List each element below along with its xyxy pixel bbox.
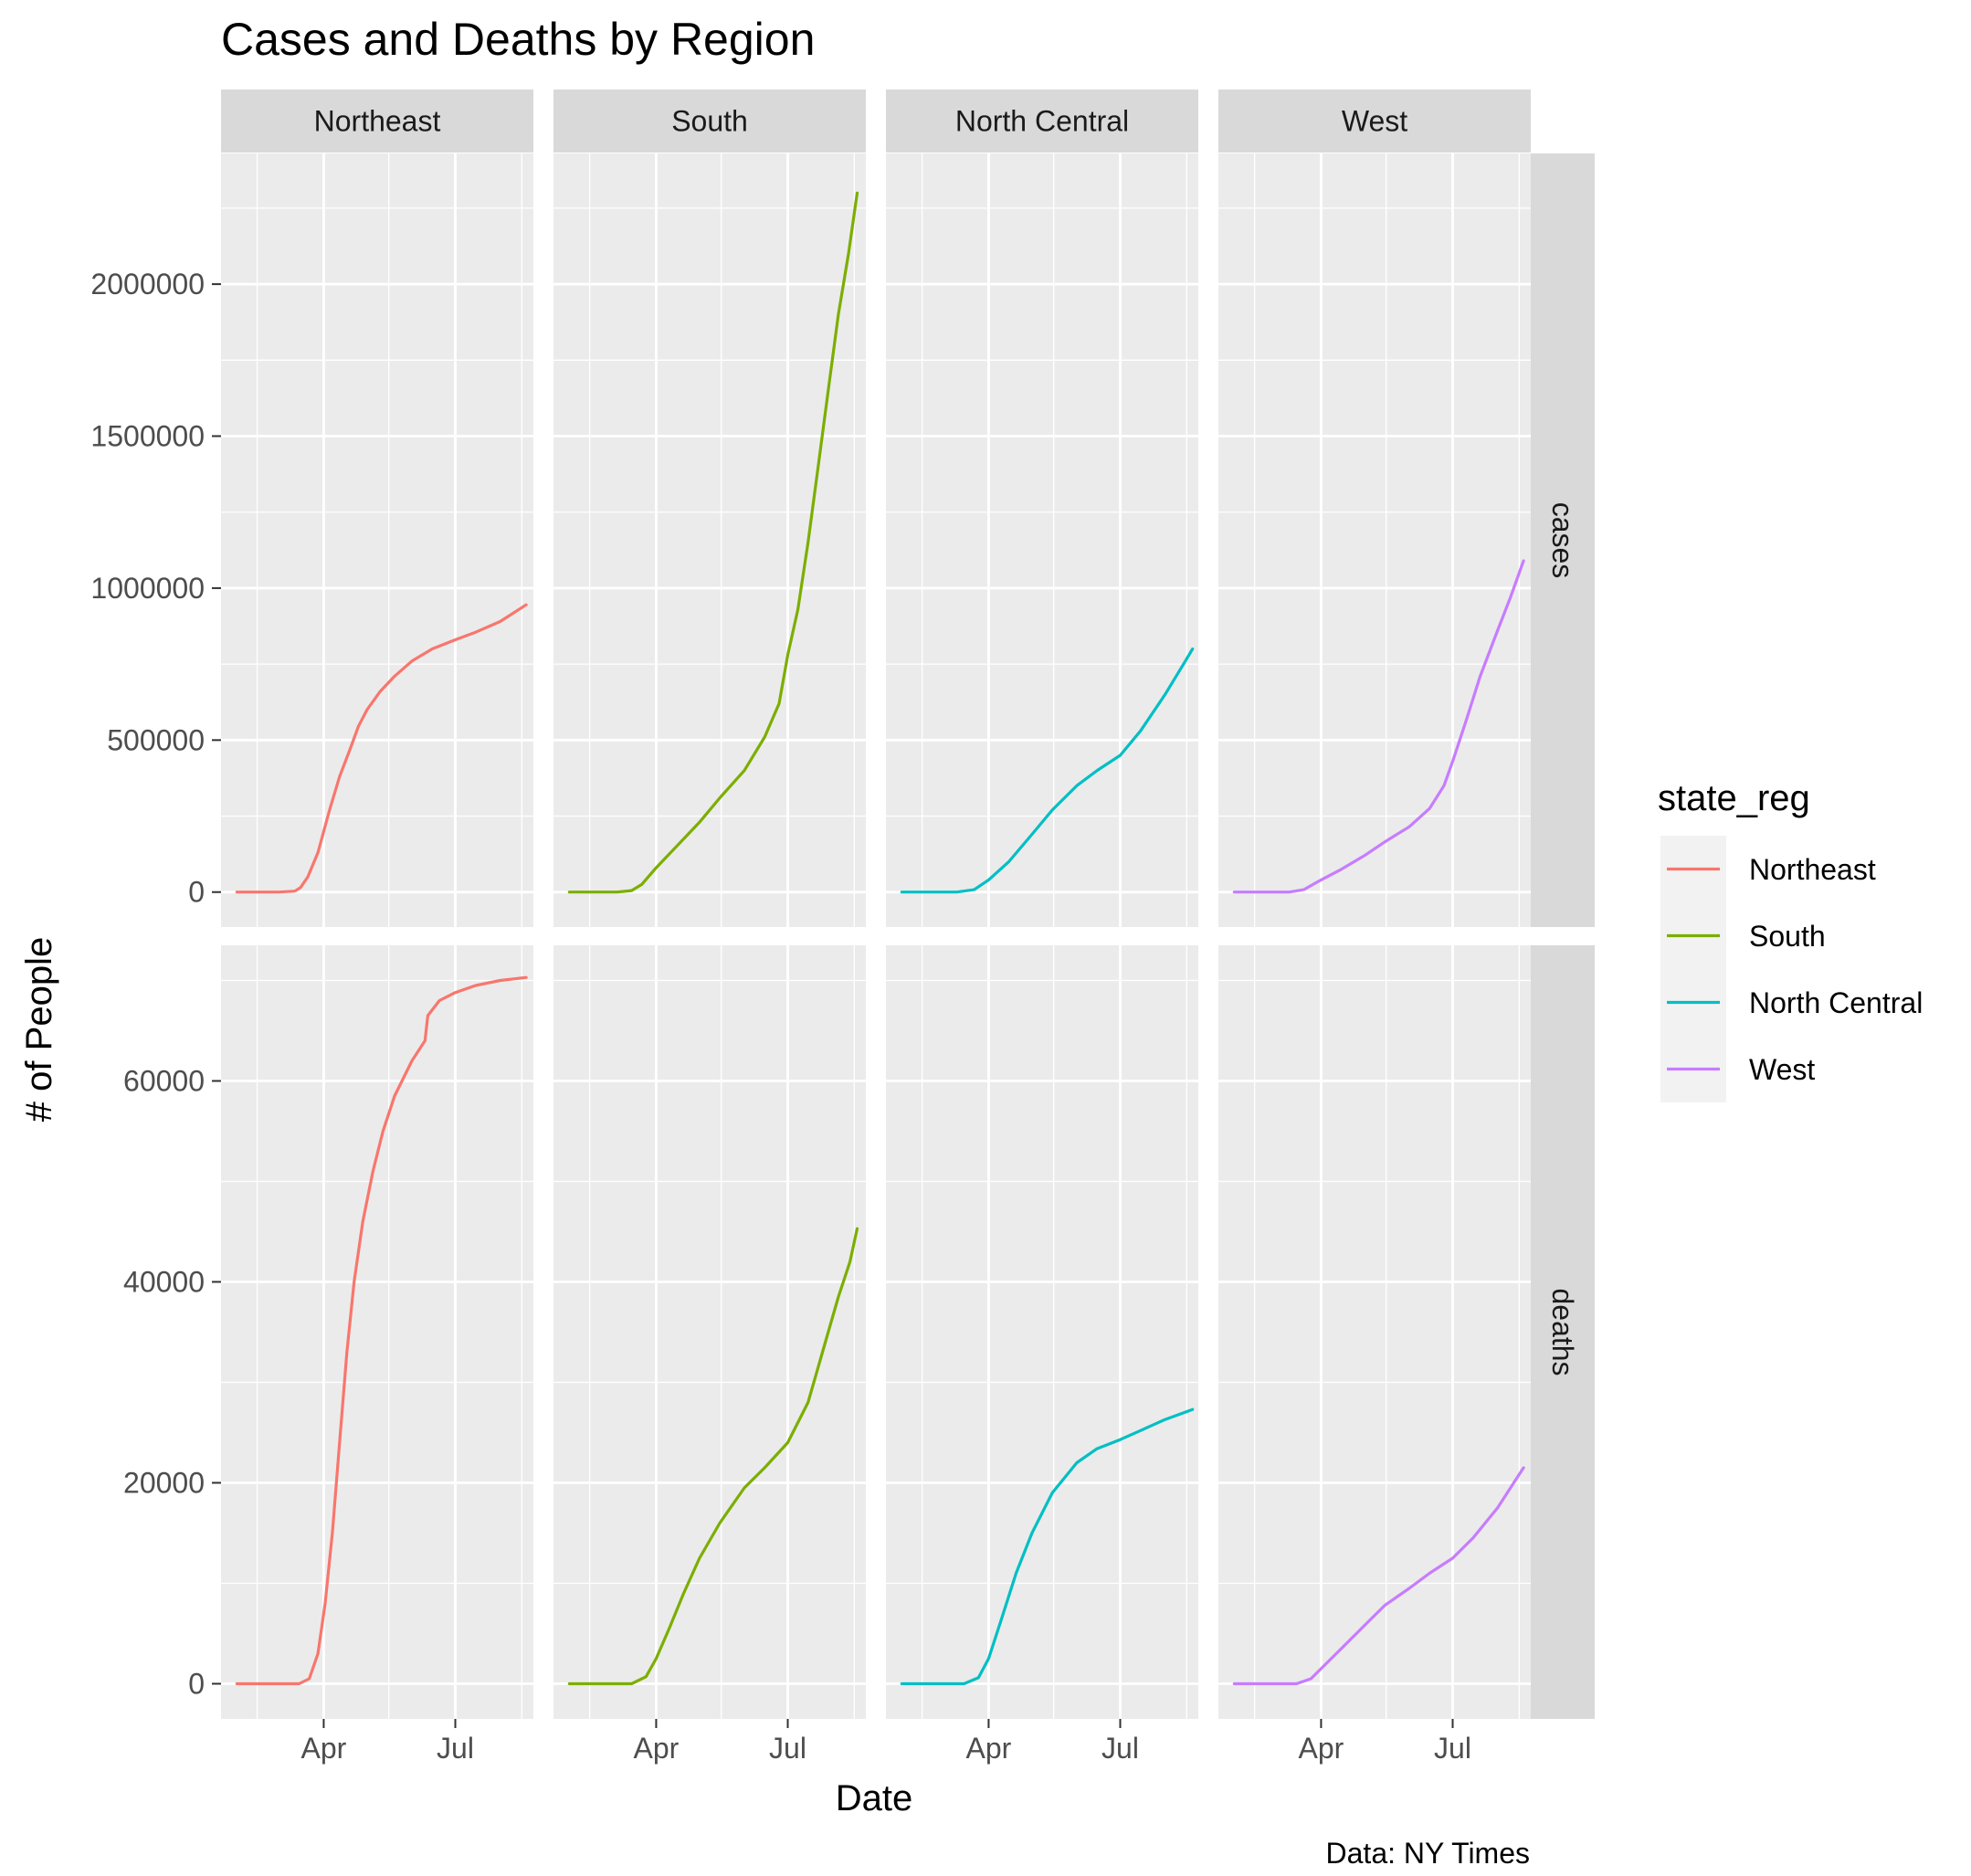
y-tick-label: 40000 [123, 1266, 205, 1299]
x-tick-label: Apr [966, 1732, 1012, 1765]
column-strip-northeast [221, 90, 533, 153]
panel-background [886, 945, 1198, 1719]
panel-deaths-west [1218, 945, 1531, 1719]
x-tick-label: Jul [1101, 1732, 1139, 1765]
series-line-northeast-deaths [235, 975, 528, 1686]
panel-background [221, 153, 533, 927]
panel-deaths-north-central [886, 945, 1198, 1719]
panel-cases-north-central [886, 153, 1198, 927]
panel-background [886, 153, 1198, 927]
y-tick-label: 0 [188, 876, 205, 909]
y-tick-label: 0 [188, 1668, 205, 1701]
column-strip-label: North Central [955, 105, 1129, 138]
row-strip-label: cases [1546, 502, 1579, 579]
legend-label: Northeast [1749, 853, 1876, 886]
axes: 0 500000 1000000 1500000 2000000 0 20000 40000 6… [90, 268, 1471, 1765]
legend-label: South [1749, 920, 1826, 953]
x-tick-label: Apr [1299, 1732, 1344, 1765]
x-tick-label: Jul [437, 1732, 474, 1765]
y-tick-label: 20000 [123, 1467, 205, 1500]
series-line-west-deaths [1232, 1466, 1525, 1686]
panel-deaths-south [553, 945, 866, 1719]
legend-label: North Central [1749, 986, 1923, 1019]
column-strip-north-central [886, 90, 1198, 153]
panel-cases-south [553, 153, 866, 927]
x-tick-label: Apr [301, 1732, 347, 1765]
row-strip-cases [1531, 153, 1595, 927]
legend-label: West [1749, 1053, 1815, 1086]
row-strip-deaths [1531, 945, 1595, 1719]
series-line-west-cases [1232, 559, 1525, 894]
chart-title: Cases and Deaths by Region [221, 14, 815, 65]
row-strip-label: deaths [1546, 1288, 1579, 1375]
legend-title: state_reg [1658, 778, 1810, 818]
y-tick-label: 500000 [107, 723, 205, 756]
series-line-northeast-cases [235, 603, 528, 894]
panel-background [221, 945, 533, 1719]
panel-background [1218, 945, 1531, 1719]
series-line-north-central-deaths [900, 1407, 1195, 1686]
panel-deaths-northeast [221, 945, 533, 1719]
column-strip-label: South [671, 105, 748, 138]
chart-caption: Data: NY Times [1326, 1837, 1530, 1870]
y-tick-label: 2000000 [90, 268, 205, 300]
x-tick-label: Jul [1434, 1732, 1471, 1765]
panel-cases-northeast [221, 153, 533, 927]
series-line-north-central-cases [900, 647, 1195, 894]
column-strip-label: West [1342, 105, 1407, 138]
panel-background [553, 153, 866, 927]
column-strip-label: Northeast [314, 105, 441, 138]
facet-panels: cases deaths Northeast South North Central We… [221, 90, 1595, 1719]
legend: state_reg Northeast South North Central West [1658, 778, 1923, 1102]
column-strip-west [1218, 90, 1531, 153]
series-line-south-deaths [567, 1227, 859, 1686]
panel-background [553, 945, 866, 1719]
panel-cases-west [1218, 153, 1531, 927]
column-strip-south [553, 90, 866, 153]
y-tick-label: 1000000 [90, 572, 205, 605]
y-tick-label: 1500000 [90, 420, 205, 453]
panel-background [1218, 153, 1531, 927]
series-line-south-cases [567, 191, 859, 894]
y-axis-title: # of People [19, 937, 59, 1122]
y-tick-label: 60000 [123, 1065, 205, 1098]
x-tick-label: Apr [634, 1732, 680, 1765]
x-axis-title: Date [836, 1778, 913, 1818]
x-tick-label: Jul [769, 1732, 806, 1765]
